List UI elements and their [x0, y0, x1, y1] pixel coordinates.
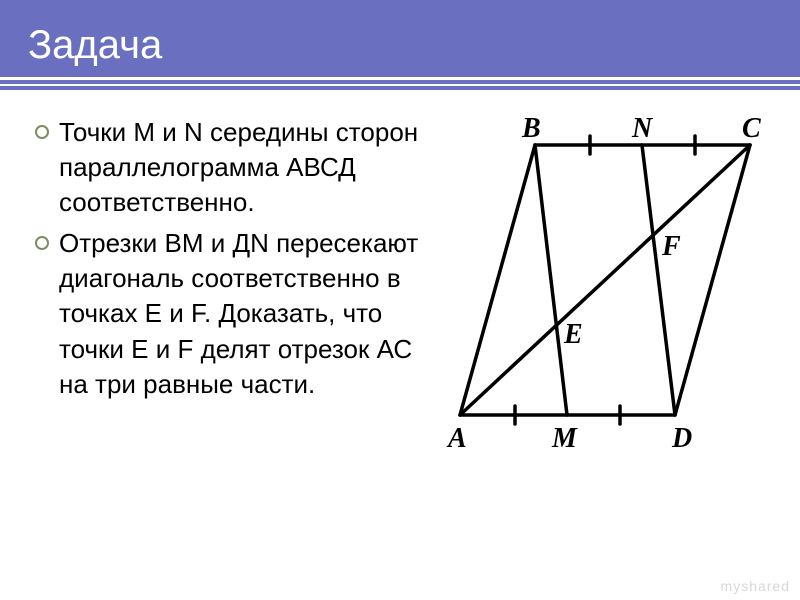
header-rule-top [0, 77, 800, 80]
bullet-icon [35, 125, 49, 139]
slide-body: Точки М и N середины сторон параллелогра… [0, 90, 800, 470]
svg-text:A: A [446, 423, 467, 454]
header-rule-bottom [0, 84, 800, 86]
watermark: myshared [721, 578, 790, 594]
slide-title: Задача [28, 23, 162, 68]
bullet-text: Точки М и N середины сторон параллелогра… [59, 115, 430, 220]
bullet-text: Отрезки ВМ и ДN пересекают диагональ соо… [59, 226, 430, 401]
svg-text:C: C [742, 115, 761, 144]
svg-text:D: D [671, 423, 692, 454]
bullet-item: Отрезки ВМ и ДN пересекают диагональ соо… [35, 226, 430, 401]
text-column: Точки М и N середины сторон параллелогра… [35, 115, 430, 470]
parallelogram-diagram: A B C D N M E F [440, 115, 780, 465]
diagram-column: A B C D N M E F [440, 115, 780, 470]
slide-header: Задача [0, 0, 800, 90]
svg-text:F: F [661, 231, 681, 262]
svg-text:E: E [563, 319, 583, 350]
bullet-item: Точки М и N середины сторон параллелогра… [35, 115, 430, 220]
svg-text:B: B [521, 115, 541, 144]
svg-text:M: M [551, 423, 578, 454]
svg-text:N: N [631, 115, 654, 144]
bullet-icon [35, 236, 49, 250]
